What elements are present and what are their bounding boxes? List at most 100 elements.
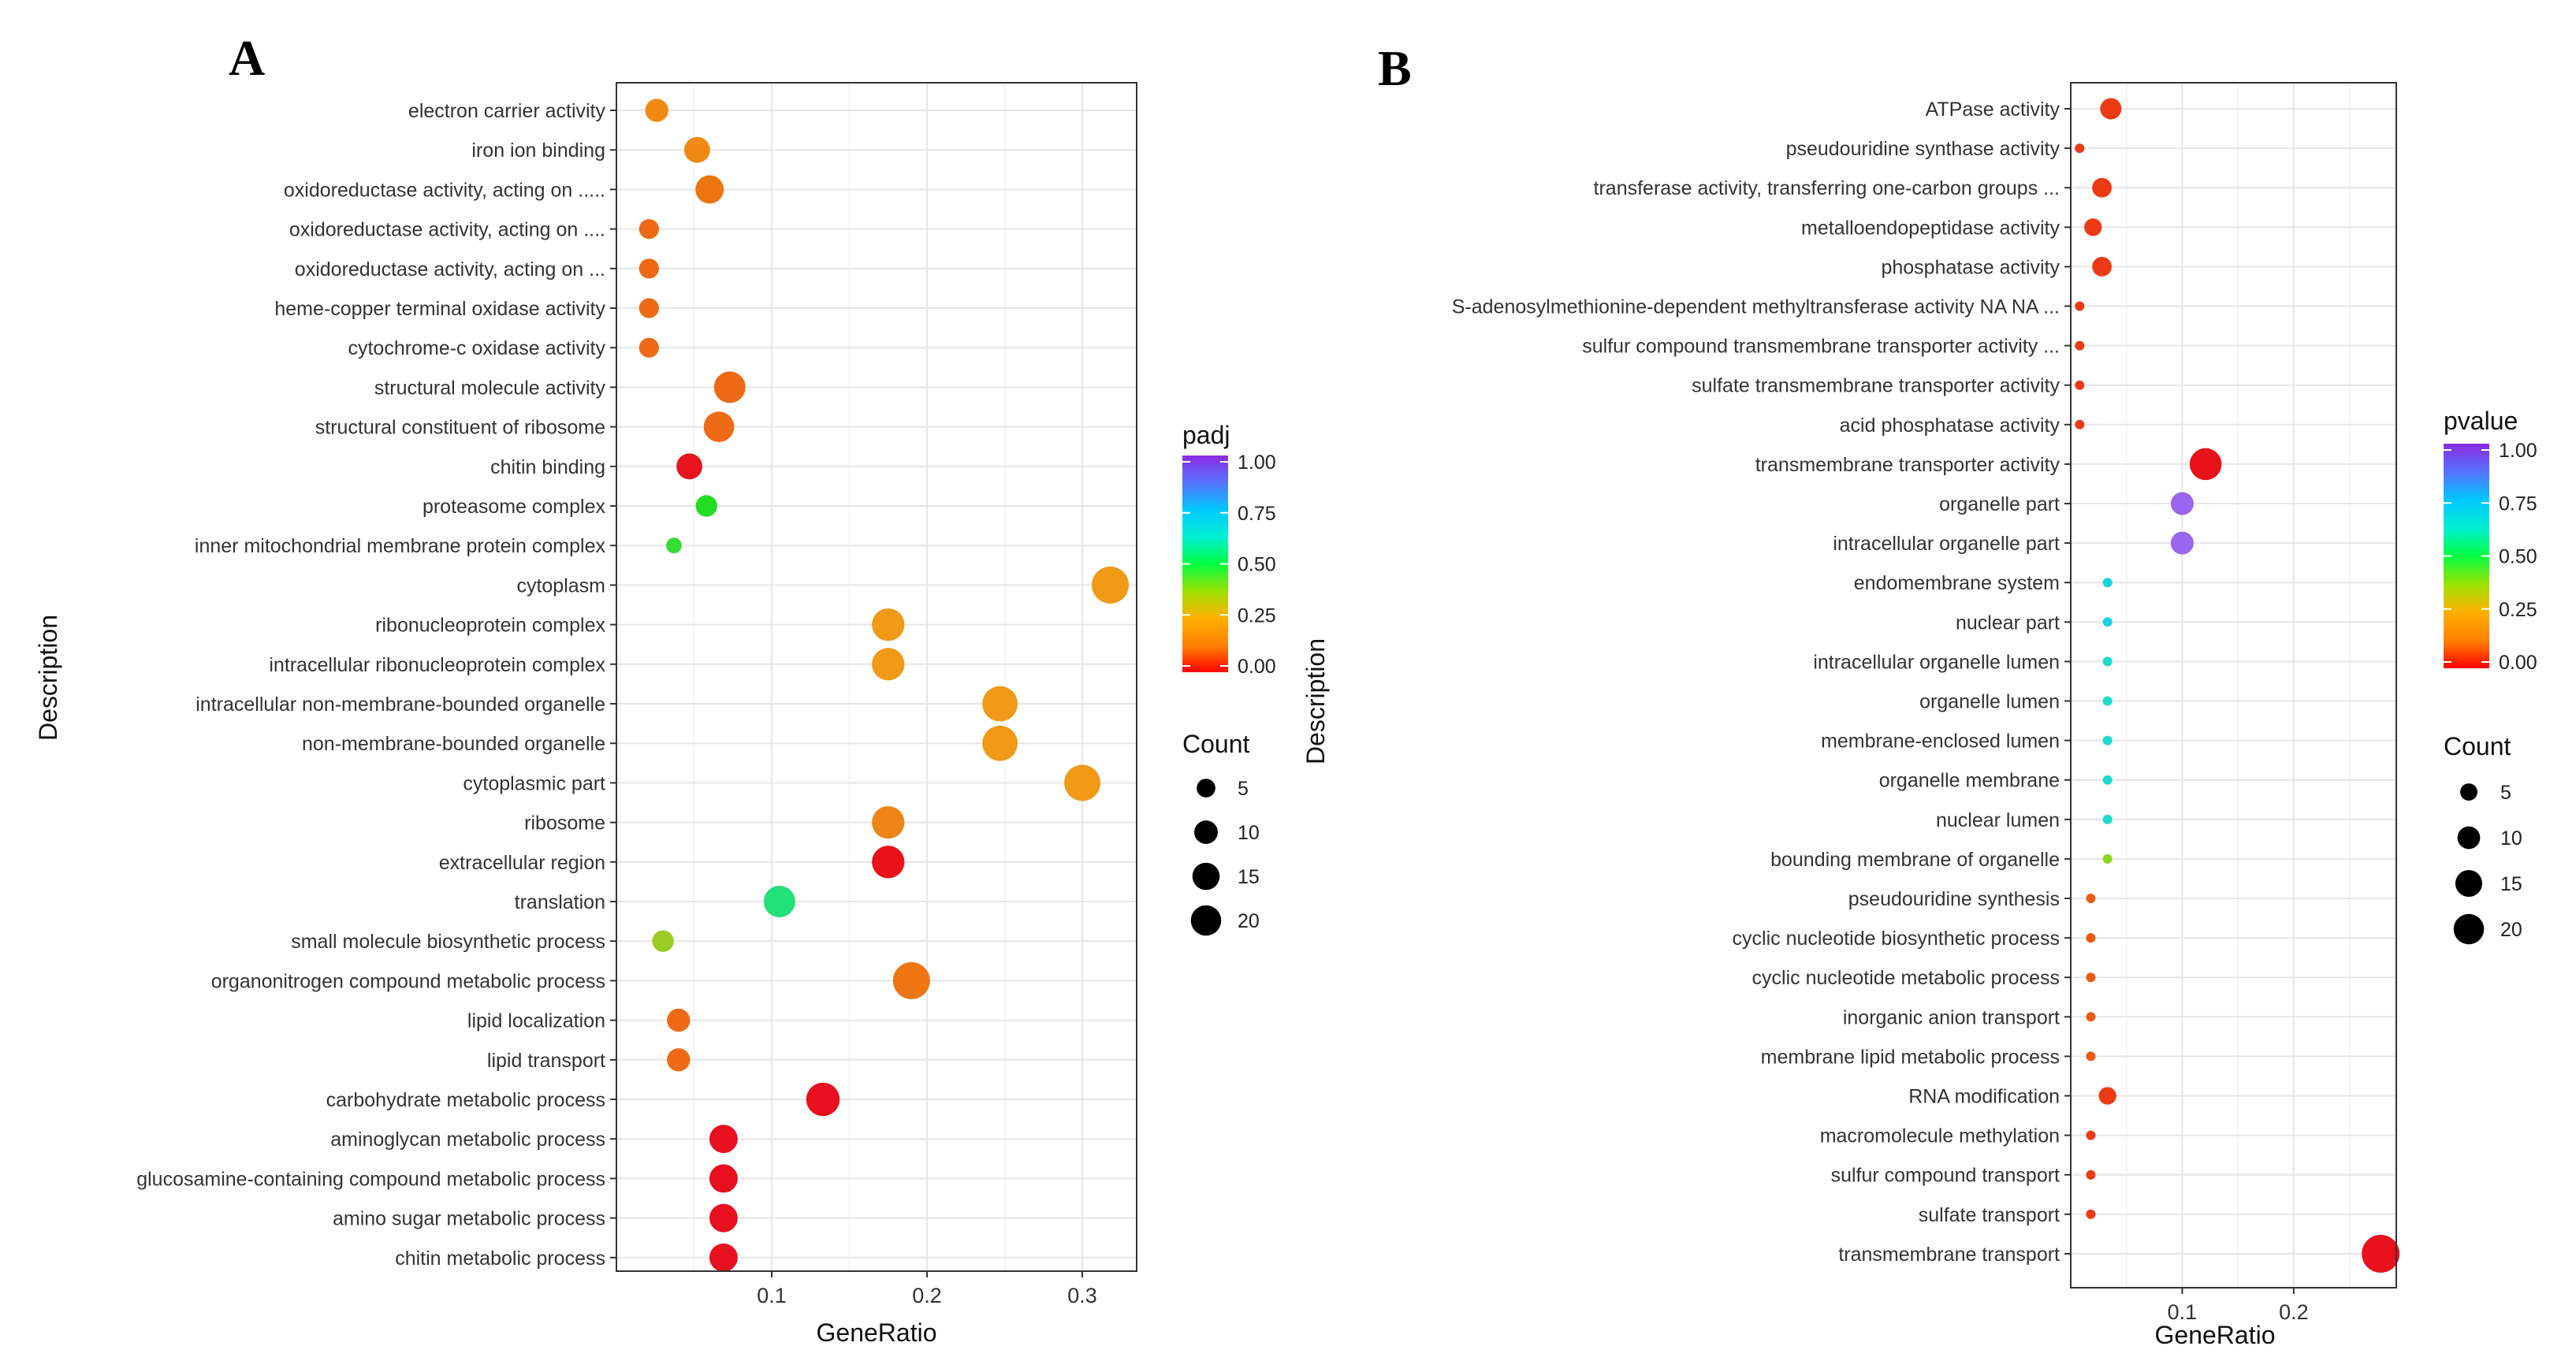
category-label: transferase activity, transferring one-c… — [1594, 177, 2060, 199]
data-point — [892, 961, 930, 999]
data-point — [2102, 696, 2113, 706]
category-labels-b: ATPase activity pseudouridine synthase ac… — [1452, 99, 2071, 1266]
x-tick-label: 0.3 — [1067, 1284, 1097, 1307]
colorbar-tick-label: 0.75 — [1238, 503, 1276, 525]
colorbar-tick-label: 1.00 — [2499, 440, 2537, 462]
category-label: translation — [515, 891, 605, 913]
size-legend-title-b: Count — [2444, 732, 2511, 760]
data-point — [2102, 814, 2113, 824]
category-label: phosphatase activity — [1881, 256, 2060, 278]
category-label: membrane-enclosed lumen — [1821, 731, 2060, 753]
plot-area-b — [2071, 83, 2396, 1288]
data-point — [2102, 617, 2113, 627]
category-label: metalloendopeptidase activity — [1801, 217, 2060, 239]
data-point — [713, 371, 746, 403]
category-label: intracellular organelle lumen — [1813, 651, 2060, 673]
colorbar-tick-label: 0.00 — [2499, 652, 2537, 674]
data-point — [703, 411, 735, 442]
data-point — [709, 1164, 738, 1193]
category-label: organonitrogen compound metabolic proces… — [211, 970, 605, 992]
size-legend-label: 20 — [2500, 919, 2522, 941]
category-label: organelle part — [1939, 493, 2060, 515]
x-ticks-b: 0.1 0.2 — [2168, 1288, 2309, 1324]
x-ticks-a: 0.1 0.2 0.3 — [757, 1271, 1097, 1307]
category-label: extracellular region — [439, 852, 605, 874]
data-point — [709, 1125, 738, 1154]
category-label: small molecule biosynthetic process — [291, 931, 605, 953]
data-point — [2086, 1209, 2096, 1219]
data-point — [652, 930, 674, 952]
color-legend-a: padj 1.00 0.75 0.50 0.25 0.00 — [1182, 421, 1276, 678]
category-label: chitin binding — [490, 456, 605, 478]
category-label: pseudouridine synthase activity — [1786, 138, 2060, 160]
data-point — [709, 1243, 738, 1272]
data-point — [645, 99, 668, 122]
size-legend-dot — [2460, 783, 2477, 801]
data-point — [667, 1048, 691, 1072]
size-legend-title-a: Count — [1182, 730, 1250, 758]
category-label: inorganic anion transport — [1843, 1006, 2060, 1028]
data-point — [2102, 775, 2113, 785]
data-point — [806, 1082, 840, 1117]
data-point — [695, 495, 717, 517]
panel-letter-b: B — [1378, 40, 1412, 96]
data-point — [2075, 301, 2085, 311]
colorbar-tick-label: 0.50 — [1238, 554, 1276, 576]
category-label: oxidoreductase activity, acting on ... — [295, 258, 605, 281]
data-point — [2102, 735, 2113, 746]
data-point — [872, 846, 905, 879]
category-label: cytoplasm — [516, 575, 605, 597]
category-label: structural constituent of ribosome — [315, 417, 605, 439]
colorbar-ticks-b: 1.00 0.75 0.50 0.25 0.00 — [2444, 440, 2537, 674]
data-point — [2092, 256, 2113, 277]
panel-border-a — [616, 82, 1137, 1272]
colorbar-tick-label: 0.00 — [1238, 656, 1276, 678]
category-label: bounding membrane of organelle — [1770, 849, 2060, 871]
data-point — [2170, 531, 2194, 555]
category-label: oxidoreductase activity, acting on .... — [289, 219, 605, 241]
size-legend-dot — [2455, 869, 2483, 898]
size-legend-label: 15 — [1238, 866, 1260, 888]
data-point — [2098, 1087, 2116, 1105]
data-point — [2075, 419, 2085, 429]
size-legend-b: Count 5 10 15 20 — [2444, 732, 2522, 945]
data-point — [2189, 448, 2222, 481]
category-labels-a: electron carrier activity iron ion bindin… — [136, 100, 616, 1270]
size-legend-label: 15 — [2500, 873, 2522, 895]
color-legend-title-b: pvalue — [2444, 407, 2518, 435]
category-label: sulfur compound transmembrane transporte… — [1582, 336, 2060, 358]
data-point — [2086, 1169, 2096, 1180]
category-label: cytoplasmic part — [463, 772, 605, 794]
data-point — [2086, 972, 2096, 983]
category-label: organelle lumen — [1919, 691, 2060, 713]
data-point — [2362, 1234, 2400, 1273]
category-label: heme-copper terminal oxidase activity — [274, 298, 605, 320]
size-legend-dot — [1190, 905, 1222, 936]
category-label: ribosome — [524, 813, 605, 835]
size-legend-dot — [1197, 779, 1215, 798]
size-legend-label: 5 — [1238, 778, 1249, 800]
y-axis-title-b: Description — [1301, 638, 1330, 764]
colorbar-tick-label: 0.25 — [1238, 604, 1276, 627]
category-label: proteasome complex — [423, 496, 606, 518]
size-legend-dot — [1194, 820, 1218, 844]
size-legend-label: 10 — [1238, 822, 1260, 844]
data-point — [638, 298, 659, 318]
colorbar-ticks-a: 1.00 0.75 0.50 0.25 0.00 — [1182, 452, 1276, 678]
category-label: carbohydrate metabolic process — [326, 1089, 605, 1111]
data-point — [2086, 1012, 2096, 1022]
x-tick-label: 0.2 — [912, 1284, 942, 1307]
category-label: intracellular organelle part — [1833, 533, 2060, 555]
size-legend-dot — [2457, 826, 2481, 850]
x-axis-title-a: GeneRatio — [817, 1318, 937, 1347]
grid-b — [2071, 83, 2396, 1288]
data-point — [2086, 1051, 2096, 1062]
size-legend-label: 5 — [2500, 782, 2511, 804]
y-axis-title-a: Description — [34, 615, 62, 741]
category-label: intracellular ribonucleoprotein complex — [269, 654, 605, 676]
category-label: lipid transport — [487, 1050, 605, 1072]
category-label: oxidoreductase activity, acting on ..... — [284, 179, 605, 201]
data-point — [872, 608, 905, 641]
size-legend-keys-a: 5 10 15 20 — [1190, 778, 1260, 936]
